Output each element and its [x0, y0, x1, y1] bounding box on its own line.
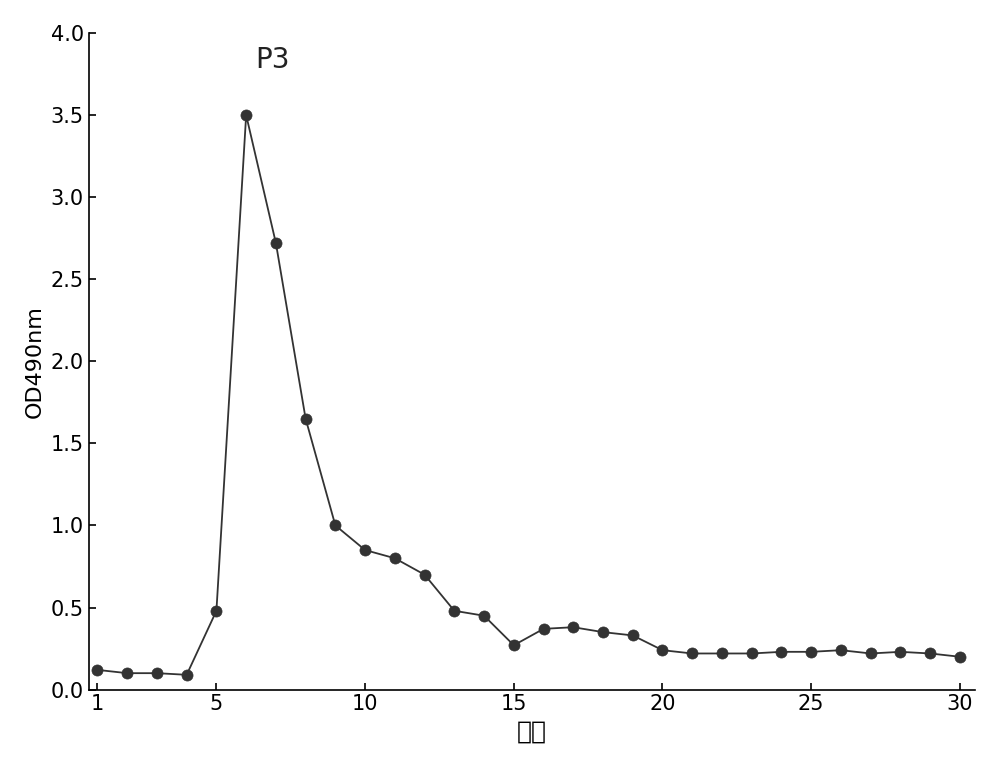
X-axis label: 管数: 管数: [517, 720, 547, 744]
Text: P3: P3: [255, 46, 290, 74]
Y-axis label: OD490nm: OD490nm: [25, 305, 45, 418]
